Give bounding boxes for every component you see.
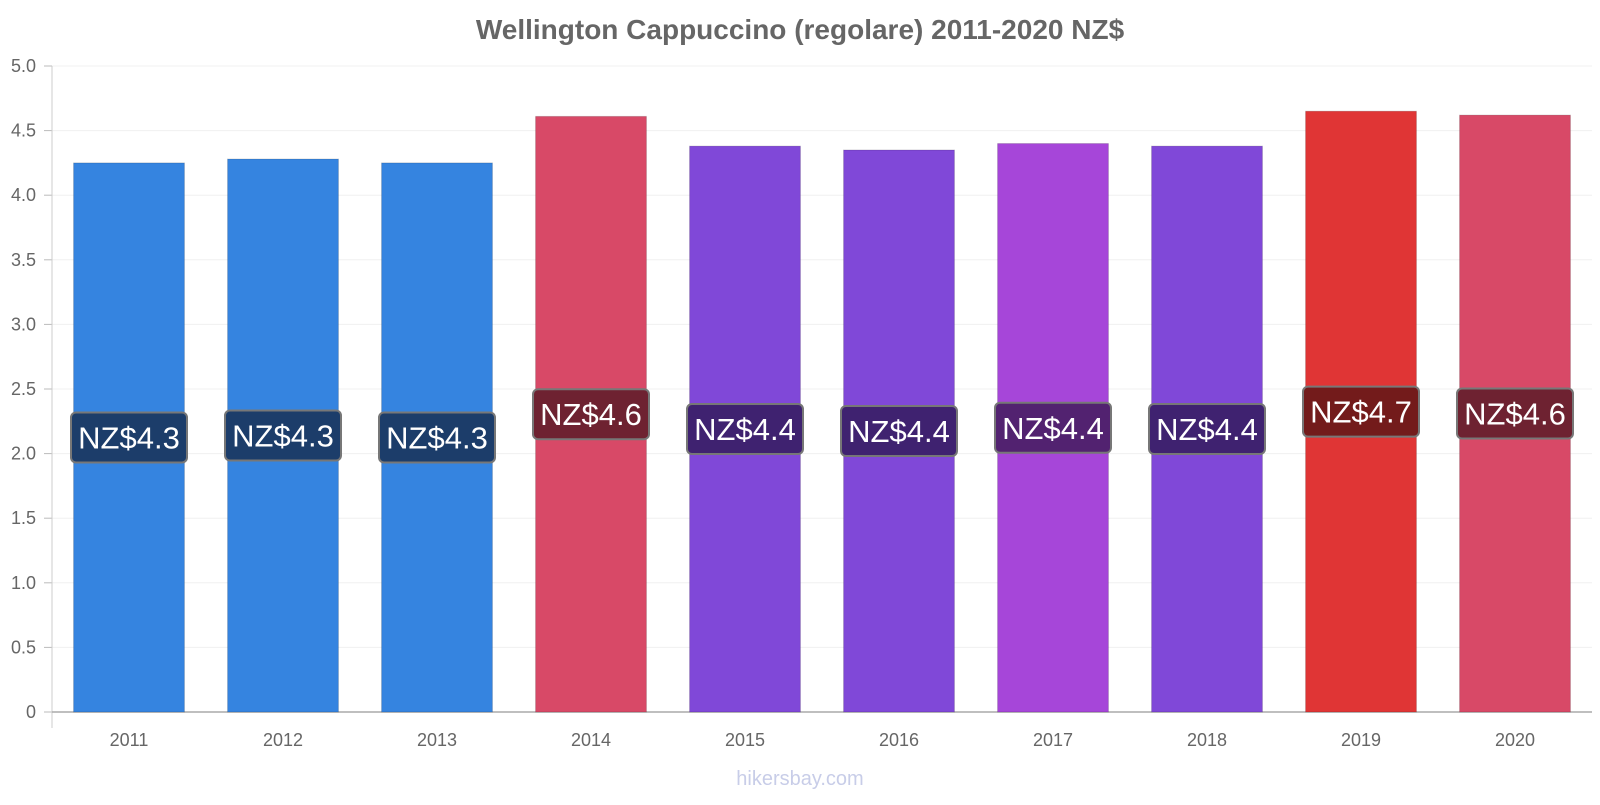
data-label: NZ$4.7 (1310, 395, 1412, 430)
y-tick-label: 0.5 (11, 637, 36, 657)
watermark: hikersbay.com (736, 768, 864, 790)
data-label-box (378, 411, 496, 464)
data-label-box (994, 401, 1112, 454)
data-label-box (1148, 403, 1266, 456)
y-tick-label: 3.5 (11, 250, 36, 270)
chart-title: Wellington Cappuccino (regolare) 2011-20… (475, 14, 1125, 45)
y-tick-label: 2.5 (11, 379, 36, 399)
data-label: NZ$4.6 (1464, 397, 1566, 432)
y-tick-label: 1.5 (11, 508, 36, 528)
data-label: NZ$4.4 (848, 414, 950, 449)
y-tick-label: 0 (26, 702, 36, 722)
data-label: NZ$4.6 (540, 397, 642, 432)
y-tick-label: 2.0 (11, 444, 36, 464)
x-tick-label: 2011 (110, 730, 149, 750)
data-label-box (1302, 385, 1420, 438)
data-label: NZ$4.4 (694, 412, 796, 447)
x-tick-label: 2019 (1341, 730, 1381, 750)
data-label-box (532, 388, 650, 441)
data-label-box (1456, 387, 1574, 440)
y-tick-label: 4.0 (11, 185, 36, 205)
x-tick-label: 2018 (1187, 730, 1227, 750)
x-tick-label: 2020 (1495, 730, 1535, 750)
x-tick-label: 2013 (417, 730, 457, 750)
data-label: NZ$4.3 (78, 420, 180, 455)
data-label-box (224, 409, 342, 462)
y-tick-label: 4.5 (11, 121, 36, 141)
x-tick-label: 2017 (1033, 730, 1073, 750)
x-tick-label: 2014 (571, 730, 611, 750)
x-tick-label: 2015 (725, 730, 765, 750)
y-tick-label: 5.0 (11, 56, 36, 76)
data-label: NZ$4.4 (1156, 412, 1258, 447)
data-label-box (686, 403, 804, 456)
y-tick-label: 1.0 (11, 573, 36, 593)
data-label: NZ$4.3 (232, 419, 334, 454)
x-tick-label: 2016 (879, 730, 919, 750)
data-label: NZ$4.4 (1002, 411, 1104, 446)
data-label: NZ$4.3 (386, 420, 488, 455)
x-tick-label: 2012 (263, 730, 303, 750)
y-tick-label: 3.0 (11, 314, 36, 334)
data-label-box (70, 411, 188, 464)
data-label-box (840, 404, 958, 457)
